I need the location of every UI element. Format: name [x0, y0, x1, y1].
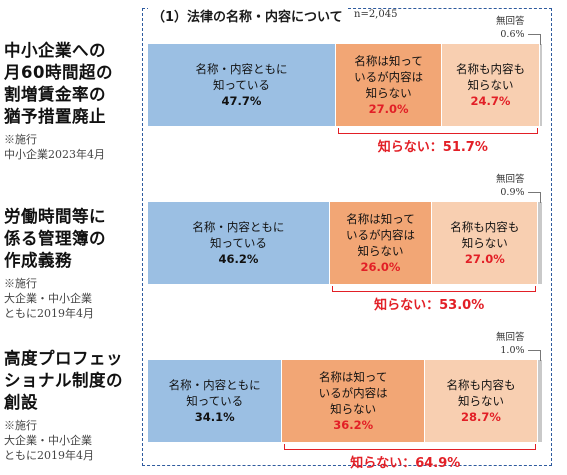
item-note: ※施行大企業・中小企業 ともに2019年4月 — [4, 276, 142, 321]
segment-value: 46.2% — [218, 252, 259, 266]
item-note-line: ※施行 — [4, 133, 37, 146]
item-title: 高度プロフェッ ショナル制度の 創設 — [4, 348, 142, 414]
segment-label: 名称・内容ともに 知っている — [195, 62, 288, 92]
item-title-line: 高度プロフェッ — [4, 349, 123, 368]
item-note-line: 大企業・中小企業 — [4, 434, 92, 447]
item-title-line: 労働時間等に — [4, 207, 106, 226]
segment-label: 名称も内容も 知らない — [446, 378, 516, 408]
bar-segment-na — [539, 44, 542, 126]
item-title-line: ショナル制度の — [4, 371, 123, 390]
item-title-line: 割増賃金率の — [4, 85, 106, 104]
item-note: ※施行中小企業2023年4月 — [4, 132, 142, 162]
no-answer-value: 0.6% — [500, 29, 525, 40]
no-answer-leader — [528, 192, 541, 203]
item-note-line: 大企業・中小企業 — [4, 292, 92, 305]
segment-label: 名称は知って いるが内容は 知らない — [318, 370, 388, 416]
item-note-line: ※施行 — [4, 277, 37, 290]
bar-segment-none: 名称も内容も 知らない 27.0% — [432, 202, 539, 284]
item-title-line: 月60時間超の — [4, 63, 113, 82]
stacked-bar: 名称・内容ともに 知っている 47.7% 名称は知って いるが内容は 知らない 27.… — [148, 44, 542, 126]
bar-segment-na — [538, 360, 542, 442]
bar-segment-know: 名称・内容ともに 知っている 46.2% — [148, 202, 330, 284]
no-answer-title: 無回答 — [496, 332, 525, 343]
item-title-line: 係る管理簿の — [4, 229, 106, 248]
bar-segment-know: 名称・内容ともに 知っている 47.7% — [148, 44, 336, 126]
bar-segment-none: 名称も内容も 知らない 24.7% — [442, 44, 540, 126]
segment-value: 27.0% — [368, 102, 409, 116]
segment-value: 24.7% — [470, 94, 511, 108]
item-title-line: 中小企業への — [4, 41, 106, 60]
bar-segment-known-not-content: 名称は知って いるが内容は 知らない 27.0% — [335, 44, 443, 126]
item-title-line: 作成義務 — [4, 251, 72, 270]
segment-label: 名称は知って いるが内容は 知らない — [346, 212, 415, 258]
bar-segment-know: 名称・内容ともに 知っている 34.1% — [148, 360, 283, 442]
no-answer-label: 無回答 1.0% — [496, 331, 525, 357]
no-answer-label: 無回答 0.9% — [496, 173, 525, 199]
segment-value: 47.7% — [221, 94, 262, 108]
bar-segment-known-not-content: 名称は知って いるが内容は 知らない 26.0% — [329, 202, 433, 284]
item-note-line: ※施行 — [4, 419, 37, 432]
item-title-line: 猶予措置廃止 — [4, 107, 106, 126]
no-answer-value: 0.9% — [500, 187, 525, 198]
no-answer-value: 1.0% — [500, 345, 525, 356]
stacked-bar: 名称・内容ともに 知っている 46.2% 名称は知って いるが内容は 知らない 26.… — [148, 202, 542, 284]
unknown-bracket — [337, 128, 538, 134]
bar-segment-na — [538, 202, 542, 284]
segment-value: 36.2% — [333, 418, 374, 432]
item-note-line: ともに2019年4月 — [4, 307, 94, 320]
no-answer-title: 無回答 — [496, 16, 525, 27]
sample-size: n=2,045 — [352, 9, 400, 20]
item-note: ※施行大企業・中小企業 ともに2019年4月 — [4, 418, 142, 463]
segment-label: 名称は知って いるが内容は 知らない — [354, 54, 424, 100]
item-note-line: 中小企業2023年4月 — [4, 148, 105, 161]
chart-title: （1）法律の名称・内容について — [148, 6, 347, 25]
unknown-bracket — [331, 286, 537, 292]
unknown-total: 知らない：53.0% — [374, 298, 485, 313]
no-answer-title: 無回答 — [496, 174, 525, 185]
segment-label: 名称・内容ともに 知っている — [192, 220, 285, 250]
unknown-bracket — [284, 444, 537, 450]
unknown-total: 知らない：51.7% — [377, 140, 488, 155]
no-answer-label: 無回答 0.6% — [496, 15, 525, 41]
item-title: 労働時間等に 係る管理簿の 作成義務 — [4, 206, 142, 272]
segment-value: 28.7% — [461, 410, 501, 424]
item-title-line: 創設 — [4, 393, 38, 412]
stacked-bar: 名称・内容ともに 知っている 34.1% 名称は知って いるが内容は 知らない 36.… — [148, 360, 542, 442]
unknown-total: 知らない：64.9% — [350, 456, 461, 471]
no-answer-leader — [528, 350, 541, 361]
item-title: 中小企業への 月60時間超の 割増賃金率の 猶予措置廃止 — [4, 40, 142, 128]
segment-label: 名称・内容ともに 知っている — [168, 378, 261, 408]
item-note-line: ともに2019年4月 — [4, 449, 94, 462]
segment-value: 27.0% — [464, 252, 505, 266]
chart-frame — [142, 8, 552, 466]
segment-label: 名称も内容も 知らない — [455, 62, 525, 92]
item-description: 労働時間等に 係る管理簿の 作成義務 ※施行 大企業・中小企業 ともに2019年4月 — [4, 206, 142, 321]
bar-segment-known-not-content: 名称は知って いるが内容は 知らない 36.2% — [282, 360, 425, 442]
segment-value: 34.1% — [194, 410, 235, 424]
item-description: 高度プロフェッ ショナル制度の 創設 ※施行 大企業・中小企業 ともに2019年4月 — [4, 348, 142, 463]
bar-segment-none: 名称も内容も 知らない 28.7% — [424, 360, 539, 442]
segment-label: 名称も内容も 知らない — [450, 220, 520, 250]
item-description: 中小企業への 月60時間超の 割増賃金率の 猶予措置廃止 ※施行中小企業2023年4月 — [4, 40, 142, 162]
segment-value: 26.0% — [360, 260, 401, 274]
no-answer-leader — [528, 34, 541, 45]
